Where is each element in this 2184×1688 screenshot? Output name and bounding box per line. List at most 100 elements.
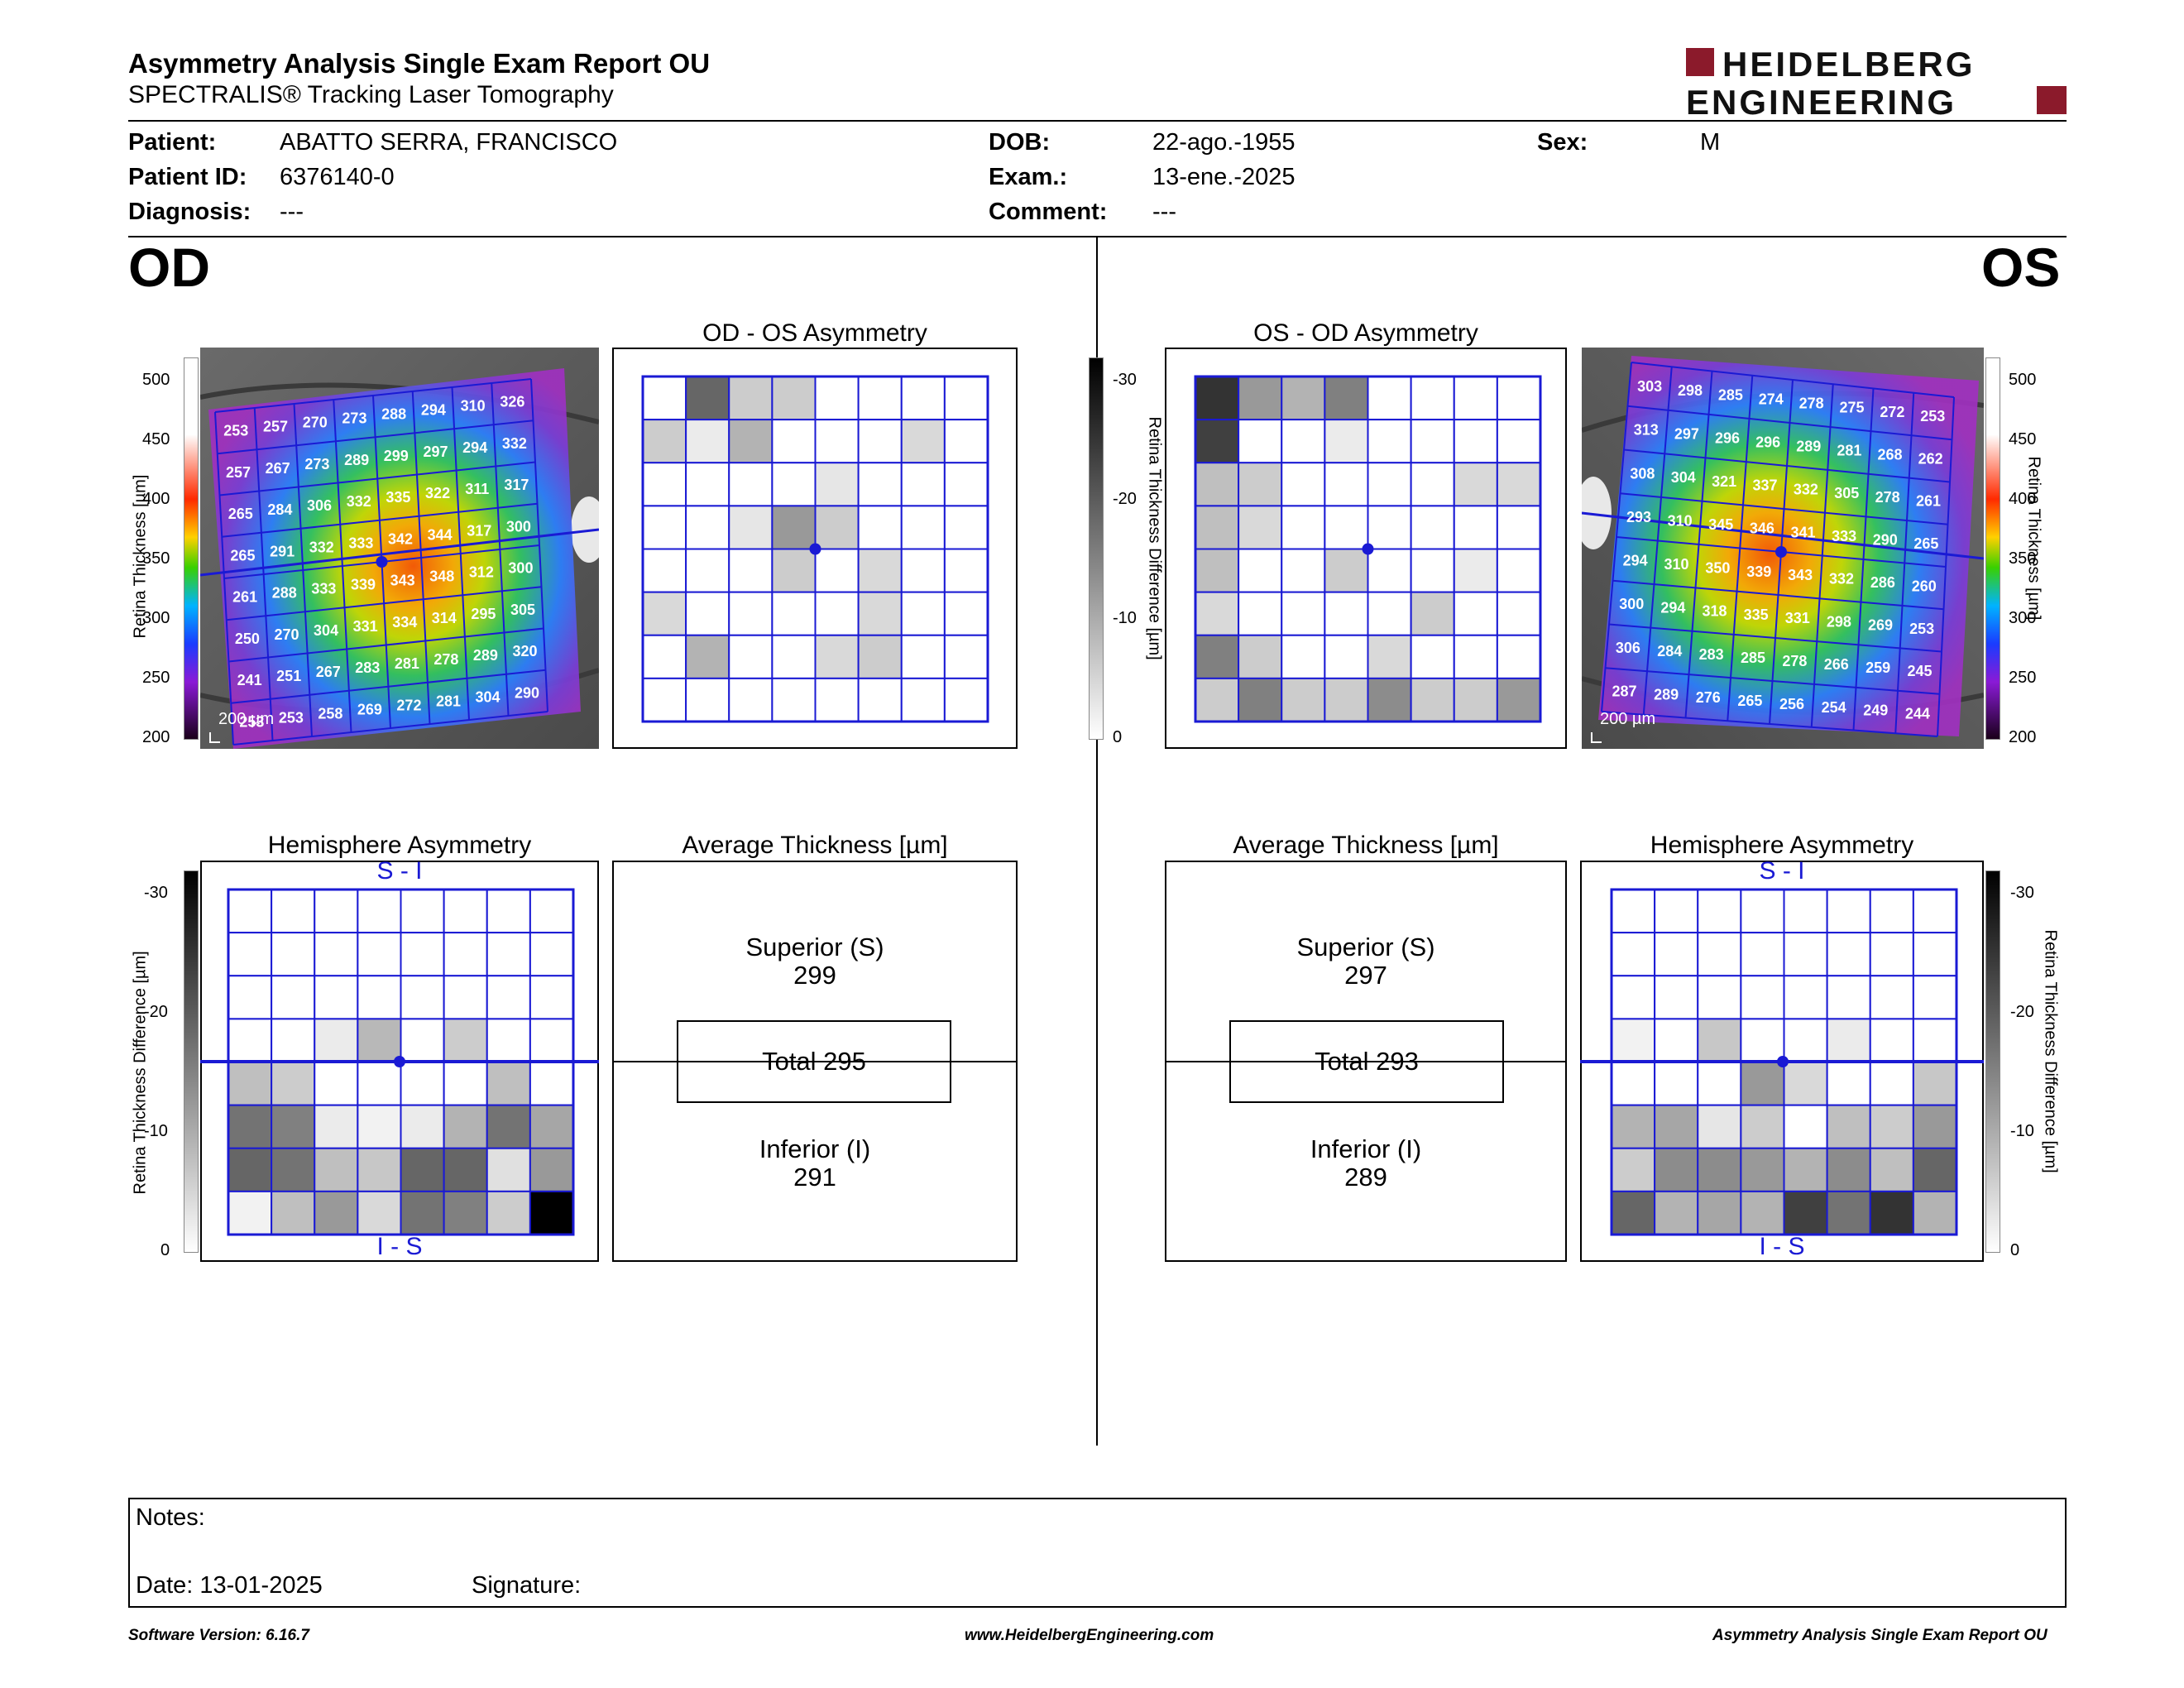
os-inferior: Inferior (I) 289 bbox=[1165, 1135, 1567, 1192]
os-asym-cell bbox=[1195, 419, 1240, 464]
od-asym-title: OD - OS Asymmetry bbox=[702, 319, 927, 347]
os-thickness-value: 331 bbox=[1785, 610, 1810, 626]
os-asym-cell bbox=[1410, 419, 1455, 464]
od-hemi-cell bbox=[357, 1190, 402, 1235]
od-asym-cell bbox=[642, 677, 687, 722]
os-fovea-dot bbox=[1775, 546, 1787, 558]
sex-value: M bbox=[1700, 129, 1721, 156]
os-thickness-value: 294 bbox=[1623, 553, 1648, 569]
footer-report-name: Asymmetry Analysis Single Exam Report OU bbox=[1712, 1627, 2048, 1644]
od-thickness-value: 343 bbox=[390, 573, 415, 589]
os-diff-tick: -20 bbox=[2010, 1003, 2034, 1021]
od-asym-cell bbox=[728, 591, 774, 636]
od-total: Total 295 bbox=[677, 1020, 951, 1103]
od-hemi-cell bbox=[357, 975, 402, 1020]
patient-label: Patient: bbox=[128, 129, 217, 156]
od-hemi-cell bbox=[529, 889, 574, 934]
os-asym-cell bbox=[1324, 419, 1369, 464]
os-thickness-colorbar bbox=[1985, 357, 2000, 740]
od-hemi-cell bbox=[357, 1104, 402, 1149]
os-hemi-cell bbox=[1826, 1061, 1871, 1106]
os-hemi-cell bbox=[1912, 889, 1957, 934]
os-thickness-value: 350 bbox=[1705, 559, 1730, 576]
footer-website[interactable]: www.HeidelbergEngineering.com bbox=[965, 1627, 1214, 1644]
od-hemi-cell bbox=[400, 1104, 445, 1149]
os-hemi-cell bbox=[1826, 1190, 1871, 1235]
os-hemi-cell bbox=[1783, 1018, 1828, 1063]
signature-label: Signature: bbox=[472, 1572, 582, 1599]
od-asym-cell bbox=[857, 634, 903, 679]
os-hemi-cell bbox=[1611, 1061, 1656, 1106]
od-thickness-value: 241 bbox=[237, 672, 262, 688]
od-hemi-cell bbox=[486, 1018, 531, 1063]
center-diff-tick: 0 bbox=[1113, 728, 1123, 746]
od-asym-border bbox=[641, 375, 989, 723]
od-asym-cell bbox=[857, 462, 903, 507]
od-hemi-cell bbox=[443, 932, 488, 977]
od-thickness-value: 332 bbox=[502, 435, 527, 452]
od-asym-cell bbox=[728, 419, 774, 464]
od-eye-label: OD bbox=[128, 237, 210, 298]
os-hemi-cell bbox=[1611, 889, 1656, 934]
exam-label: Exam.: bbox=[989, 164, 1068, 190]
od-hemi-cell bbox=[271, 932, 316, 977]
od-hemi-cell bbox=[314, 975, 359, 1020]
od-hemi-cell bbox=[357, 1147, 402, 1192]
od-thickness-value: 267 bbox=[316, 664, 341, 680]
od-hemi-cell bbox=[400, 889, 445, 934]
os-hemi-cell bbox=[1912, 1061, 1957, 1106]
od-hemi-cell bbox=[443, 1061, 488, 1106]
os-thick-tick: 250 bbox=[2009, 669, 2037, 687]
os-asym-cell bbox=[1367, 376, 1412, 421]
od-hemi-cell bbox=[228, 1104, 273, 1149]
od-thickness-value: 304 bbox=[475, 688, 500, 705]
os-thickness-value: 245 bbox=[1908, 663, 1933, 679]
os-hemi-cell bbox=[1826, 1104, 1871, 1149]
os-asym-cell bbox=[1238, 677, 1283, 722]
od-inferior: Inferior (I) 291 bbox=[612, 1135, 1018, 1192]
od-thickness-value: 265 bbox=[230, 547, 255, 563]
od-hemi-cell bbox=[400, 1018, 445, 1063]
od-thickness-value: 251 bbox=[276, 668, 301, 684]
os-thickness-value: 343 bbox=[1788, 567, 1813, 583]
od-asym-cell bbox=[771, 548, 817, 593]
center-diff-tick: -10 bbox=[1113, 609, 1137, 627]
od-asym-cell bbox=[900, 548, 946, 593]
od-hemi-cell bbox=[228, 1147, 273, 1192]
od-thickness-value: 291 bbox=[270, 543, 295, 559]
od-hemi-cell bbox=[443, 1190, 488, 1235]
os-thickness-value: 332 bbox=[1794, 481, 1818, 497]
os-thickness-value: 286 bbox=[1870, 574, 1895, 591]
od-hemi-cell bbox=[529, 1190, 574, 1235]
os-asym-cell bbox=[1453, 505, 1498, 550]
od-asym-cell bbox=[728, 548, 774, 593]
od-hemi-cell bbox=[443, 889, 488, 934]
od-superior-value: 299 bbox=[793, 961, 836, 990]
od-hemi-cell bbox=[314, 932, 359, 977]
od-hemi-cell bbox=[529, 1018, 574, 1063]
od-thickness-value: 281 bbox=[436, 693, 461, 709]
center-diff-tick: -20 bbox=[1113, 490, 1137, 508]
header-divider bbox=[128, 120, 2067, 122]
os-asym-grid bbox=[1194, 375, 1542, 723]
od-asym-cell bbox=[642, 376, 687, 421]
od-asym-cell bbox=[685, 548, 730, 593]
od-asym-cell bbox=[642, 419, 687, 464]
os-asym-cell bbox=[1453, 591, 1498, 636]
os-asym-cell bbox=[1410, 376, 1455, 421]
os-thickness-value: 290 bbox=[1873, 531, 1898, 548]
od-asym-cell bbox=[771, 462, 817, 507]
os-asym-cell bbox=[1324, 462, 1369, 507]
os-thickness-value: 276 bbox=[1696, 689, 1721, 706]
os-thickness-value: 266 bbox=[1824, 656, 1849, 673]
od-thickness-value: 270 bbox=[274, 626, 299, 643]
os-hemi-cell bbox=[1869, 975, 1914, 1020]
os-asym-cell bbox=[1195, 376, 1240, 421]
od-thickness-value: 314 bbox=[432, 610, 457, 626]
os-total: Total 293 bbox=[1229, 1020, 1504, 1103]
od-hemi-cell bbox=[314, 1018, 359, 1063]
logo-line2: ENGINEERING bbox=[1686, 83, 1956, 119]
os-hemi-cell bbox=[1697, 1104, 1742, 1149]
os-asym-cell bbox=[1324, 505, 1369, 550]
os-hemi-cell bbox=[1611, 1104, 1656, 1149]
